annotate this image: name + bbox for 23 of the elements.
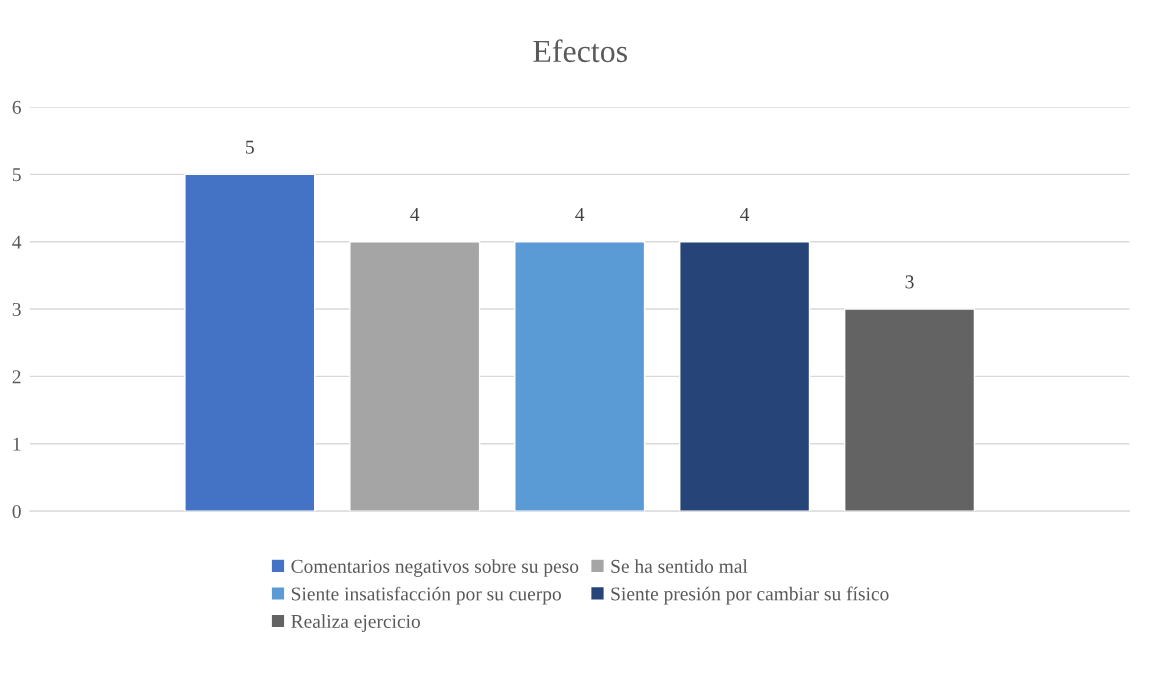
legend-label: Comentarios negativos sobre su peso (291, 559, 579, 577)
bar (679, 240, 811, 512)
y-tick-label: 3 (12, 302, 21, 316)
data-label: 4 (575, 208, 585, 221)
y-tick-label: 1 (13, 437, 21, 451)
y-tick-label: 2 (12, 370, 21, 384)
y-tick-label: 6 (12, 100, 21, 114)
y-tick-label: 0 (12, 504, 21, 519)
data-label: 3 (905, 275, 914, 289)
data-label: 4 (410, 208, 420, 221)
bar (184, 173, 316, 512)
bar (349, 240, 481, 512)
legend-label: Realiza ejercicio (291, 614, 420, 632)
y-tick-label: 5 (12, 168, 21, 182)
y-tick-label: 4 (12, 235, 22, 249)
chart-title: Efectos (533, 39, 627, 63)
legend-label: Siente insatisfacción por su cuerpo (291, 586, 561, 605)
legend-label: Siente presión por cambiar su físico (611, 586, 889, 605)
bar (514, 240, 646, 512)
bar (843, 308, 976, 512)
data-label: 4 (740, 208, 750, 221)
data-label: 5 (246, 140, 254, 154)
legend-label: Se ha sentido mal (611, 559, 748, 573)
